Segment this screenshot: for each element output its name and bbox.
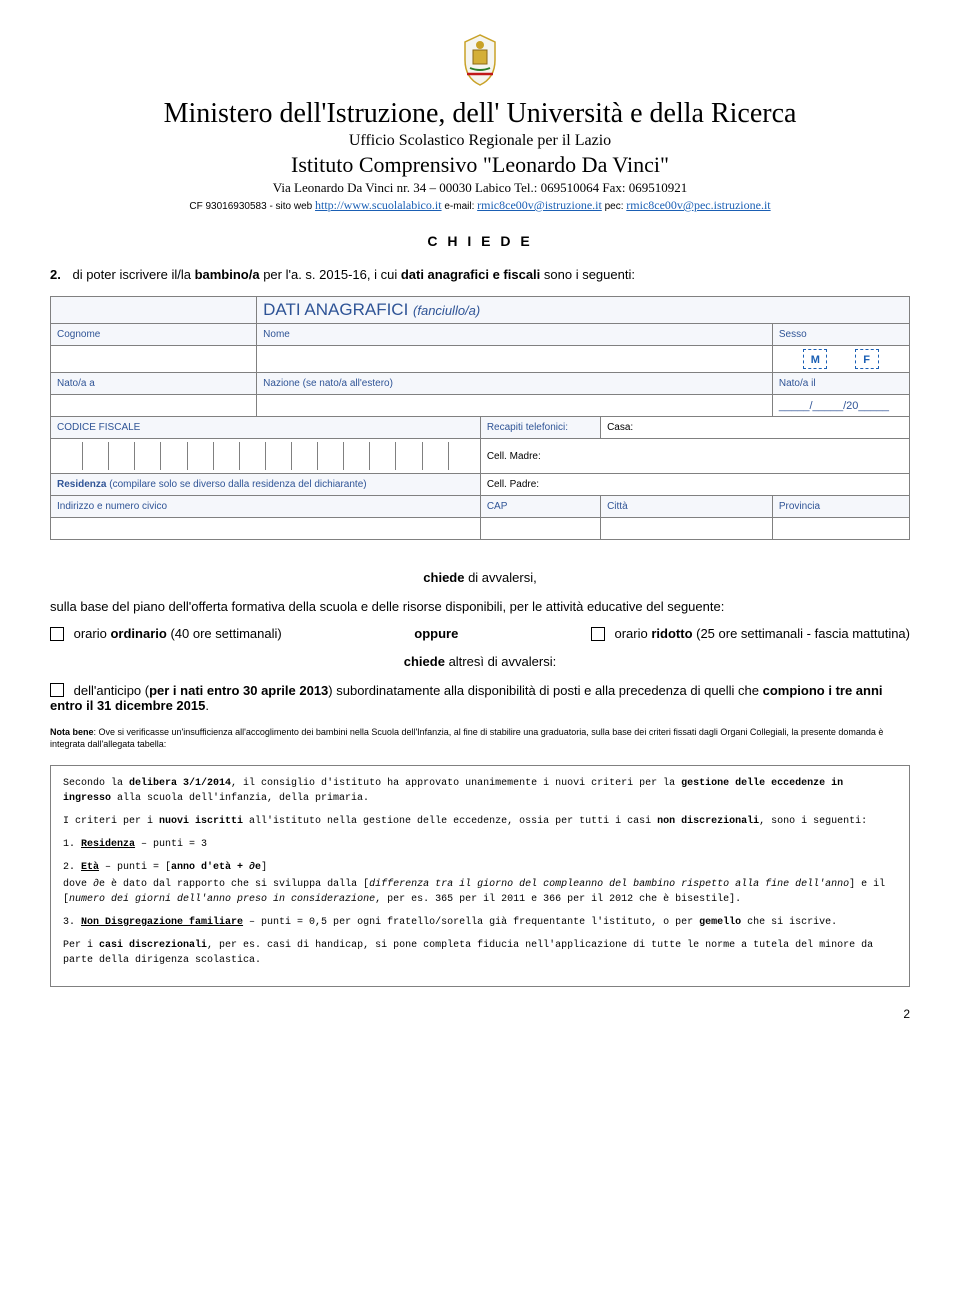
chiede-altresi: chiede altresì di avvalersi:: [50, 654, 910, 669]
criteria-p3: Per i casi discrezionali, per es. casi d…: [63, 938, 897, 968]
input-cf[interactable]: [51, 439, 481, 474]
label-sesso: Sesso: [772, 324, 909, 346]
criteria-box: Secondo la delibera 3/1/2014, il consigl…: [50, 765, 910, 987]
label-cell-madre: Cell. Madre:: [480, 439, 909, 474]
nota-bene: Nota bene: Ove si verificasse un'insuffi…: [50, 727, 910, 750]
institute-name: Istituto Comprensivo "Leonardo Da Vinci": [50, 152, 910, 178]
label-cap: CAP: [480, 496, 600, 518]
label-natoil: Nato/a il: [772, 373, 909, 395]
input-nazione[interactable]: [257, 395, 773, 417]
input-indirizzo[interactable]: [51, 518, 481, 540]
request-section: chiede di avvalersi, sulla base del pian…: [50, 570, 910, 713]
sesso-m[interactable]: M: [803, 349, 827, 369]
page-number: 2: [50, 1007, 910, 1021]
criteria-2: 2. Età – punti = [anno d'età + ∂e]: [63, 860, 897, 875]
website-link[interactable]: http://www.scuolalabico.it: [315, 198, 442, 212]
input-natoil[interactable]: _____/_____/20_____: [772, 395, 909, 417]
label-nome: Nome: [257, 324, 773, 346]
sesso-f[interactable]: F: [855, 349, 879, 369]
label-cognome: Cognome: [51, 324, 257, 346]
label-indirizzo: Indirizzo e numero civico: [51, 496, 481, 518]
input-provincia[interactable]: [772, 518, 909, 540]
criteria-1: 1. Residenza – punti = 3: [63, 837, 897, 852]
input-natoa[interactable]: [51, 395, 257, 417]
email-label: e-mail:: [442, 201, 478, 212]
letterhead: Ministero dell'Istruzione, dell' Univers…: [50, 30, 910, 213]
label-cell-padre: Cell. Padre:: [480, 474, 909, 496]
input-citta[interactable]: [601, 518, 773, 540]
dati-title: DATI ANAGRAFICI: [263, 300, 413, 319]
label-recapiti: Recapiti telefonici:: [480, 417, 600, 439]
address-line: Via Leonardo Da Vinci nr. 34 – 00030 Lab…: [50, 180, 910, 196]
email-link[interactable]: rmic8ce00v@istruzione.it: [477, 198, 602, 212]
label-residenza: Residenza (compilare solo se diverso dal…: [51, 474, 481, 496]
emblem-icon: [453, 30, 508, 90]
checkbox-anticipo[interactable]: [50, 683, 64, 697]
numbered-item-2: 2. di poter iscrivere il/la bambino/a pe…: [50, 267, 910, 282]
label-cf: CODICE FISCALE: [51, 417, 481, 439]
chiede-avvalersi: chiede di avvalersi,: [50, 570, 910, 585]
pec-link[interactable]: rmic8ce00v@pec.istruzione.it: [626, 198, 770, 212]
label-citta: Città: [601, 496, 773, 518]
criteria-p1: Secondo la delibera 3/1/2014, il consigl…: [63, 776, 897, 806]
label-natoa: Nato/a a: [51, 373, 257, 395]
dati-subtitle: (fanciullo/a): [413, 303, 480, 318]
label-nazione: Nazione (se nato/a all'estero): [257, 373, 773, 395]
input-sesso[interactable]: M F: [772, 346, 909, 373]
pec-label: pec:: [602, 201, 626, 212]
contact-line: CF 93016930583 - sito web http://www.scu…: [50, 198, 910, 213]
checkbox-ordinario[interactable]: [50, 627, 64, 641]
anticipo-option[interactable]: dell'anticipo (per i nati entro 30 april…: [50, 683, 910, 714]
input-nome[interactable]: [257, 346, 773, 373]
label-provincia: Provincia: [772, 496, 909, 518]
cf-label: CF 93016930583 - sito web: [189, 201, 315, 212]
anagrafici-table: DATI ANAGRAFICI (fanciullo/a) Cognome No…: [50, 296, 910, 540]
oppure: oppure: [414, 626, 458, 642]
criteria-dove: dove ∂e è dato dal rapporto che si svilu…: [63, 877, 897, 907]
opt-ordinario[interactable]: orario ordinario (40 ore settimanali): [50, 626, 282, 642]
checkbox-ridotto[interactable]: [591, 627, 605, 641]
input-cognome[interactable]: [51, 346, 257, 373]
input-cap[interactable]: [480, 518, 600, 540]
regional-office: Ufficio Scolastico Regionale per il Lazi…: [50, 132, 910, 150]
criteria-3: 3. Non Disgregazione familiare – punti =…: [63, 915, 897, 930]
criteria-p2: I criteri per i nuovi iscritti all'istit…: [63, 814, 897, 829]
item-number: 2.: [50, 267, 61, 282]
orario-options: orario ordinario (40 ore settimanali) op…: [50, 626, 910, 642]
ministry-title: Ministero dell'Istruzione, dell' Univers…: [50, 98, 910, 130]
label-casa: Casa:: [601, 417, 910, 439]
base-text: sulla base del piano dell'offerta format…: [50, 599, 910, 614]
opt-ridotto[interactable]: orario ridotto (25 ore settimanali - fas…: [591, 626, 910, 642]
section-heading-chiede: C H I E D E: [50, 233, 910, 249]
